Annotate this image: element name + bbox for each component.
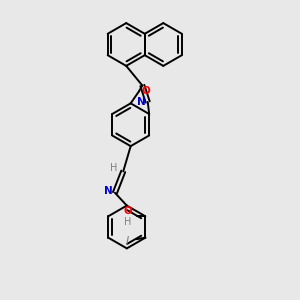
Text: O: O <box>141 86 150 96</box>
Text: I: I <box>126 236 129 246</box>
Text: N: N <box>104 186 113 196</box>
Text: H: H <box>124 217 131 226</box>
Text: N: N <box>137 97 146 107</box>
Text: O: O <box>123 206 132 216</box>
Text: H: H <box>110 164 117 173</box>
